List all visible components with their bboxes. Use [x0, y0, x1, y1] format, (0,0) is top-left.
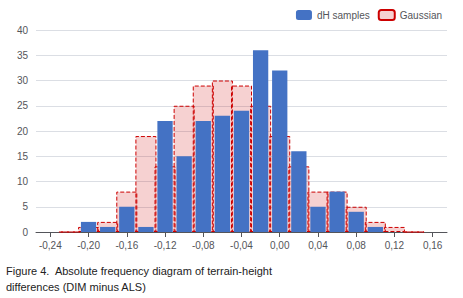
svg-text:35: 35 — [17, 50, 29, 61]
svg-text:0,16: 0,16 — [423, 240, 443, 251]
svg-text:-0,24: -0,24 — [39, 240, 62, 251]
svg-text:25: 25 — [17, 100, 29, 111]
svg-text:0,08: 0,08 — [346, 240, 366, 251]
svg-text:0: 0 — [22, 227, 28, 238]
svg-text:-0,16: -0,16 — [115, 240, 138, 251]
svg-text:-0,08: -0,08 — [192, 240, 215, 251]
svg-text:-0,04: -0,04 — [230, 240, 253, 251]
svg-text:-0,12: -0,12 — [154, 240, 177, 251]
svg-text:20: 20 — [17, 126, 29, 137]
svg-text:differences (DIM minus ALS): differences (DIM minus ALS) — [6, 281, 146, 293]
svg-text:dH samples: dH samples — [317, 10, 370, 21]
svg-text:Gaussian: Gaussian — [400, 10, 442, 21]
svg-text:15: 15 — [17, 151, 29, 162]
svg-text:Figure 4. Absolute frequency: Figure 4. Absolute frequency diagram of … — [6, 265, 272, 277]
svg-text:40: 40 — [17, 25, 29, 36]
svg-text:0,00: 0,00 — [270, 240, 290, 251]
svg-text:30: 30 — [17, 75, 29, 86]
svg-text:-0,20: -0,20 — [77, 240, 100, 251]
svg-text:5: 5 — [22, 201, 28, 212]
svg-text:0,04: 0,04 — [308, 240, 328, 251]
svg-text:10: 10 — [17, 176, 29, 187]
svg-text:0,12: 0,12 — [385, 240, 405, 251]
